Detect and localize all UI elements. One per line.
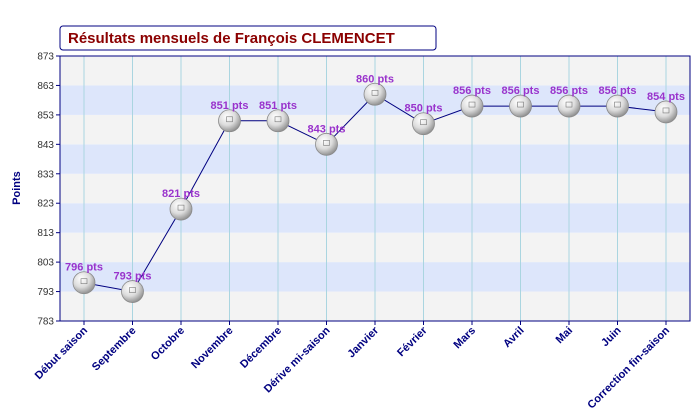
data-point [72,271,96,295]
data-point-marker [654,100,678,124]
y-tick-label: 803 [37,258,54,269]
data-point [363,82,387,106]
y-tick-label: 783 [37,317,54,328]
data-label: 843 pts [308,123,346,135]
data-label: 860 pts [356,73,394,85]
x-tick-label: Correction fin-saison [585,324,672,411]
data-point-marker [266,109,290,133]
data-label: 854 pts [647,91,685,103]
y-tick-label: 793 [37,287,54,298]
chart-title: Résultats mensuels de François CLEMENCET [68,30,395,47]
y-tick-label: 873 [37,52,54,63]
marker-emblem [565,101,573,108]
data-point [169,197,193,221]
data-point [121,280,144,303]
title-box-frame [59,25,437,51]
data-point-marker [606,94,629,118]
data-point-marker [315,132,338,156]
data-label: 856 pts [550,85,588,97]
data-labels: 796 pts 793 pts 821 pts 851 pts 851 pts 843 p… [65,73,685,282]
data-point-marker [121,280,144,303]
x-tick-label: Mars [451,325,478,352]
x-axis: Début saison Septembre Octobre Novembre Déce… [33,321,672,411]
data-label: 850 pts [405,103,443,115]
x-tick-label: Janvier [345,324,381,360]
marker-emblem [468,101,476,108]
data-label: 851 pts [211,100,249,112]
data-point-marker [363,82,387,106]
x-tick-label: Février [395,324,430,359]
x-tick-label: Novembre [189,325,236,372]
data-label: 856 pts [502,85,540,97]
x-tick-label: Octobre [149,325,187,363]
marker-emblem [177,204,185,211]
x-tick-label: Avril [501,325,526,350]
marker-emblem [662,107,670,114]
y-axis: 783 793 803 813 823 833 843 853 863 873 [37,52,60,328]
data-point-marker [72,271,96,295]
y-tick-label: 823 [37,199,54,210]
data-label: 851 pts [259,100,297,112]
vertical-gridlines [83,56,667,321]
data-markers [72,82,678,303]
chart-title-box: Résultats mensuels de François CLEMENCET [59,25,437,51]
data-point-marker [557,94,581,118]
data-point-marker [218,109,241,133]
data-label: 856 pts [453,85,491,97]
data-point [460,94,484,118]
y-tick-label: 833 [37,169,54,180]
data-point-marker [460,94,484,118]
marker-emblem [80,278,88,285]
y-tick-label: 863 [37,81,54,92]
data-point-marker [509,94,532,118]
marker-emblem [517,101,524,108]
data-point-marker [169,197,193,221]
data-point [412,112,435,136]
data-point [218,109,241,133]
marker-emblem [614,101,621,108]
marker-emblem [323,140,330,146]
x-tick-label: Septembre [90,325,139,374]
x-tick-label: Début saison [33,324,91,382]
x-tick-label: Décembre [238,325,284,371]
data-label: 856 pts [599,85,637,97]
y-tick-label: 853 [37,110,54,121]
x-tick-label: Juin [599,324,624,349]
data-point-marker [412,112,435,136]
y-tick-label: 813 [37,228,54,239]
data-label: 793 pts [114,271,152,283]
data-point [654,100,678,124]
data-label: 796 pts [65,262,103,274]
y-axis-title: Points [11,171,23,205]
marker-emblem [371,89,379,96]
data-point [266,109,290,133]
data-point [315,132,338,156]
data-label: 821 pts [162,188,200,200]
marker-emblem [420,119,427,126]
marker-emblem [226,116,233,123]
y-tick-label: 843 [37,140,54,151]
data-point [606,94,629,118]
data-point [509,94,532,118]
data-point [557,94,581,118]
marker-emblem [129,287,136,293]
marker-emblem [274,116,282,123]
x-tick-label: Mai [554,325,575,346]
